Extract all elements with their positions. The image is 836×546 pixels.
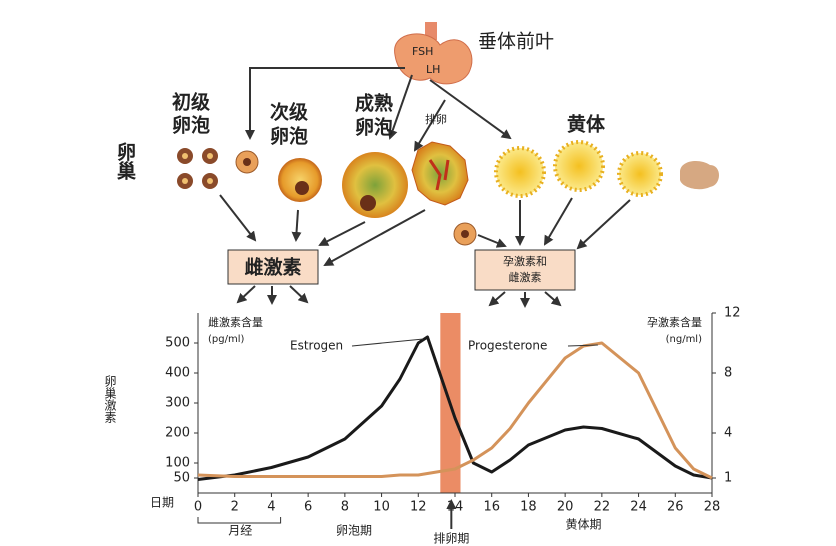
y-tick-label: 50 [173, 471, 190, 486]
mature-label: 成熟 [355, 92, 393, 115]
secondary-label: 卵泡 [270, 125, 308, 148]
arrow [291, 209, 302, 242]
y-tick-label: 300 [165, 396, 190, 411]
y-tick-label: 100 [165, 456, 190, 471]
y-axis-title: 卵巢激素 [103, 375, 117, 423]
x-tick-label: 8 [341, 500, 349, 515]
mature-label: 卵泡 [355, 116, 393, 139]
y-tick-label: 400 [165, 366, 190, 381]
x-tick-label: 4 [267, 500, 275, 515]
phase-label: 黄体期 [565, 518, 601, 532]
right-unit: 孕激素含量 [647, 315, 702, 329]
arrow [413, 99, 446, 152]
arrow [289, 285, 309, 304]
follicles [177, 140, 719, 246]
x-tick-label: 28 [704, 500, 721, 515]
series-label: Progesterone [468, 339, 547, 353]
arrow [387, 74, 413, 140]
leader [351, 338, 424, 347]
phase-label: 月经 [228, 524, 252, 538]
pituitary: FSH LH [394, 22, 473, 85]
x-tick-label: 14 [447, 500, 464, 515]
estrogen-box [227, 249, 319, 285]
y2-tick-label: 8 [724, 366, 732, 381]
arrow [429, 79, 512, 140]
phase-label: 排卵期 [433, 532, 469, 546]
y2-tick-label: 1 [724, 471, 732, 486]
arrow [544, 291, 562, 307]
both-box [474, 249, 576, 291]
x-tick-label: 12 [410, 500, 427, 515]
menses-bracket [197, 517, 282, 524]
x-tick-label: 20 [557, 500, 574, 515]
lh: LH [426, 63, 440, 76]
arrow [488, 291, 506, 307]
arrow [477, 234, 507, 248]
y2-tick-label: 4 [724, 426, 732, 441]
x-tick-label: 6 [304, 500, 312, 515]
luteum-label: 黄体 [567, 113, 606, 136]
x-tick-label: 24 [630, 500, 647, 515]
arrow [543, 197, 573, 246]
both-box-label: 孕激素和 [503, 254, 547, 268]
left-unit: 雌激素含量 [208, 315, 263, 329]
arrow [318, 221, 366, 246]
series-line [197, 335, 713, 481]
y2-tick-label: 12 [724, 306, 741, 321]
x-tick-label: 0 [194, 500, 202, 515]
x-tick-label: 18 [520, 500, 537, 515]
series-label: Estrogen [290, 339, 343, 353]
arrow [323, 209, 426, 266]
primary-label: 初级 [172, 91, 210, 114]
left-unit: (pg/ml) [208, 334, 244, 345]
pituitary-label: 垂体前叶 [478, 31, 554, 53]
leader [567, 344, 598, 347]
x-axis-title: 日期 [150, 496, 174, 510]
y-tick-label: 500 [165, 336, 190, 351]
estrogen-box-label: 雌激素 [244, 256, 301, 279]
x-tick-label: 2 [231, 500, 239, 515]
both-box-label: 雌激素 [509, 270, 542, 284]
phase-label: 卵泡期 [336, 524, 372, 538]
x-tick-label: 22 [594, 500, 611, 515]
y-tick-label: 200 [165, 426, 190, 441]
right-unit: (ng/ml) [666, 334, 702, 345]
x-tick-label: 10 [373, 500, 390, 515]
arrow [236, 285, 256, 304]
ovulation-label: 排卵 [425, 112, 447, 126]
primary-label: 卵泡 [172, 114, 210, 137]
arrow [576, 199, 631, 250]
secondary-label: 次级 [270, 101, 308, 124]
arrow [219, 194, 257, 242]
x-tick-label: 16 [483, 500, 500, 515]
arrow [245, 67, 405, 140]
series-line [197, 341, 713, 480]
ovary-label: 卵巢 [114, 141, 137, 181]
x-tick-label: 26 [667, 500, 684, 515]
fsh: FSH [412, 45, 433, 58]
